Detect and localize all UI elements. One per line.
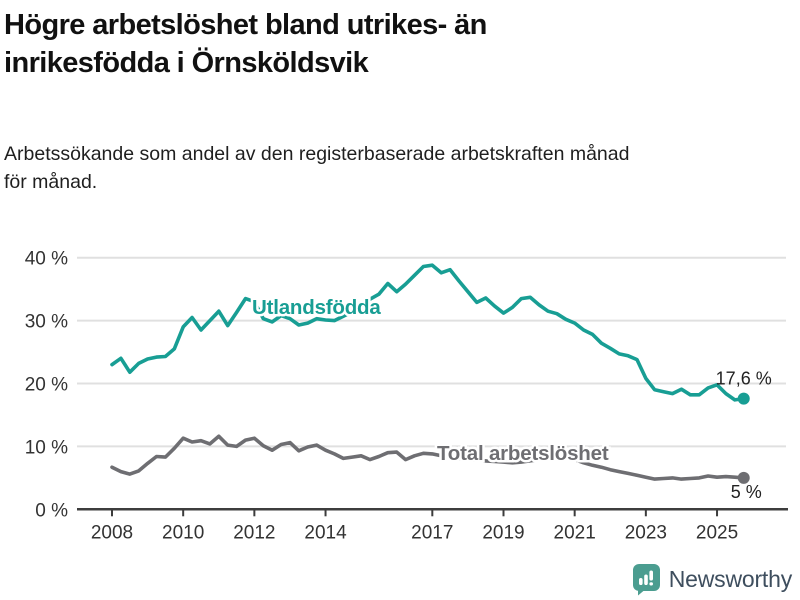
series-line-utlandsfodda (110, 263, 746, 402)
page-title-line2: inrikesfödda i Örnsköldsvik (4, 47, 369, 79)
end-label-utlandsfodda: 17,6 % (716, 369, 772, 389)
y-tick-label-0: 0 % (35, 500, 68, 521)
y-tick-label-20: 20 % (25, 375, 68, 396)
series-label-utlandsfodda: Utlandsfödda (252, 296, 381, 319)
newsworthy-logo: Newsworthy (631, 562, 792, 596)
newsworthy-logo-icon (632, 564, 660, 596)
series-label-total-arbetsloshet: Total arbetslöshet (437, 442, 609, 465)
y-tick-label-10: 10 % (25, 437, 68, 458)
chart-subtitle: Arbetssökande som andel av den registerb… (4, 140, 629, 196)
x-tick-label-2019: 2019 (482, 522, 524, 543)
page-title-line1: Högre arbetslöshet bland utrikes- än (4, 9, 487, 41)
y-tick-label-40: 40 % (25, 249, 68, 270)
x-tick-label-2025: 2025 (696, 522, 738, 543)
x-tick-label-2021: 2021 (554, 522, 596, 543)
page-title: Högre arbetslöshet bland utrikes- än inr… (4, 6, 487, 82)
chart-subtitle-line2: för månad. (4, 171, 98, 193)
end-label-total-arbetsloshet: 5 % (731, 482, 762, 502)
series-line-total-arbetsloshet (110, 434, 746, 481)
chart-subtitle-line1: Arbetssökande som andel av den registerb… (4, 143, 630, 165)
newsworthy-brand-text: Newsworthy (668, 565, 792, 592)
end-dot-total-arbetsloshet (737, 471, 750, 484)
x-tick-label-2017: 2017 (411, 522, 453, 543)
x-tick-label-2023: 2023 (625, 522, 667, 543)
x-tick-label-2010: 2010 (162, 522, 204, 543)
end-dot-utlandsfodda (737, 392, 750, 405)
x-tick-label-2014: 2014 (304, 522, 347, 543)
y-tick-label-30: 30 % (25, 312, 68, 333)
x-tick-label-2008: 2008 (91, 522, 133, 543)
x-tick-label-2012: 2012 (233, 522, 275, 543)
